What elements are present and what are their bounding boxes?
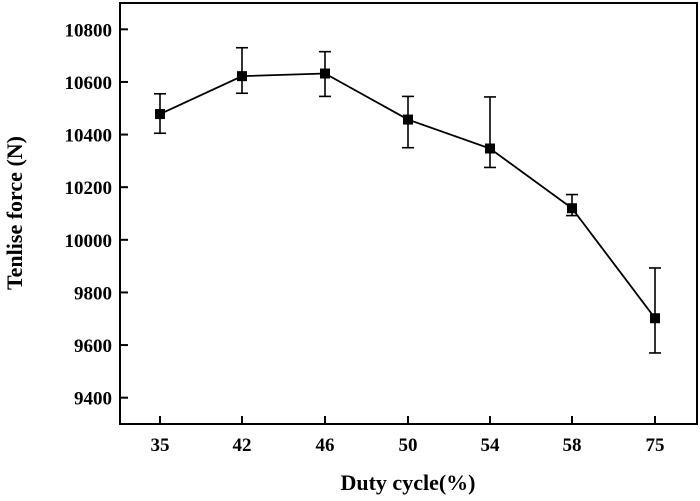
y-tick-label-5: 10400 [65, 126, 113, 147]
x-tick-label-0: 35 [151, 435, 170, 456]
x-tick-label-3: 50 [399, 435, 418, 456]
x-tick-label-2: 46 [316, 435, 335, 456]
y-tick-label-7: 10800 [65, 20, 113, 41]
plot-frame [119, 2, 698, 425]
y-tick-label-2: 9800 [74, 283, 112, 304]
x-tick-label-4: 54 [481, 435, 501, 456]
data-point-4 [485, 143, 495, 154]
data-point-5 [567, 203, 577, 214]
data-point-1 [237, 71, 247, 82]
x-tick-label-5: 58 [563, 435, 582, 456]
data-point-2 [320, 68, 330, 79]
y-axis-label: Tenlise force (N) [2, 136, 27, 290]
y-tick-label-0: 9400 [74, 389, 112, 410]
x-axis: 35 42 46 50 54 58 75 [151, 416, 665, 456]
data-point-3 [403, 114, 413, 125]
x-tick-label-6: 75 [646, 435, 665, 456]
x-tick-label-1: 42 [233, 435, 252, 456]
data-markers [155, 68, 660, 324]
y-tick-label-3: 10000 [65, 231, 113, 252]
y-axis: 9400 9600 9800 10000 10200 10400 10600 10800 [65, 20, 128, 410]
y-tick-label-6: 10600 [65, 73, 113, 94]
y-tick-label-1: 9600 [74, 336, 112, 357]
data-point-0 [155, 109, 165, 120]
x-axis-label: Duty cycle(%) [340, 470, 475, 495]
y-tick-label-4: 10200 [65, 178, 113, 199]
data-point-6 [650, 313, 660, 324]
error-bars [154, 46, 661, 354]
